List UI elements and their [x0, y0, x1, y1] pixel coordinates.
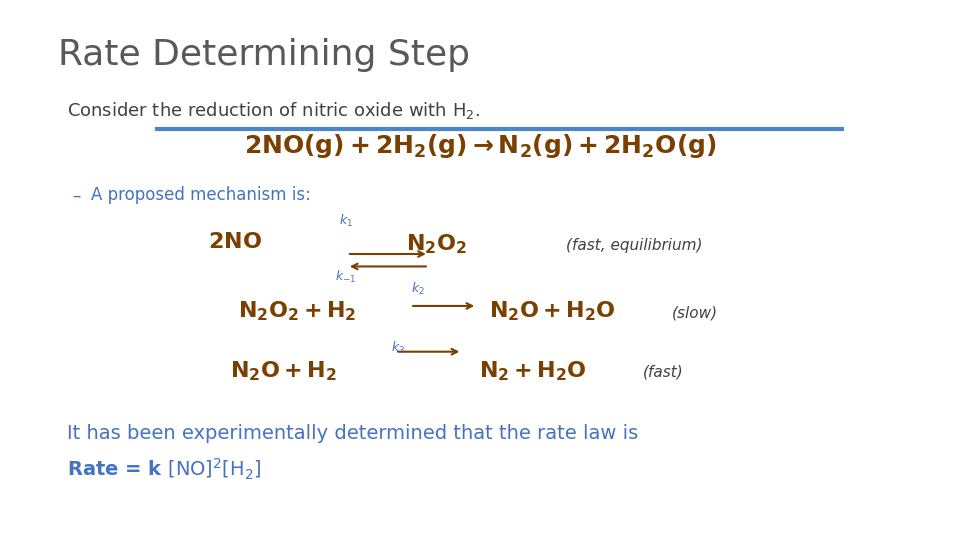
- Text: It has been experimentally determined that the rate law is: It has been experimentally determined th…: [67, 424, 638, 443]
- Text: $\mathbf{N_2O+H_2O}$: $\mathbf{N_2O+H_2O}$: [489, 300, 615, 323]
- Text: $\mathbf{2NO(g)+2H_2(g)\rightarrow N_2(g)+2H_2O(g)}$: $\mathbf{2NO(g)+2H_2(g)\rightarrow N_2(g…: [244, 132, 716, 160]
- Text: (fast): (fast): [643, 364, 684, 380]
- Text: –: –: [72, 186, 81, 204]
- Text: $k_2$: $k_2$: [411, 281, 424, 297]
- Text: (fast, equilibrium): (fast, equilibrium): [566, 238, 703, 253]
- Text: $\mathbf{N_2O_2}$: $\mathbf{N_2O_2}$: [406, 232, 468, 256]
- Text: A proposed mechanism is:: A proposed mechanism is:: [91, 186, 311, 204]
- Text: $\mathbf{2NO}$: $\mathbf{2NO}$: [208, 232, 262, 252]
- Text: (slow): (slow): [672, 305, 718, 320]
- Text: $\mathbf{N_2O_2+H_2}$: $\mathbf{N_2O_2+H_2}$: [238, 300, 357, 323]
- Text: Rate Determining Step: Rate Determining Step: [58, 38, 469, 72]
- Text: $\mathbf{N_2+H_2O}$: $\mathbf{N_2+H_2O}$: [479, 359, 587, 383]
- Text: $k_3$: $k_3$: [392, 340, 405, 356]
- Text: Rate = k $[\mathrm{NO}]^2[\mathrm{H_2}]$: Rate = k $[\mathrm{NO}]^2[\mathrm{H_2}]$: [67, 456, 262, 482]
- Text: $k_{-1}$: $k_{-1}$: [335, 269, 356, 285]
- Text: $k_1$: $k_1$: [339, 213, 352, 230]
- Text: $\mathbf{N_2O+H_2}$: $\mathbf{N_2O+H_2}$: [229, 359, 337, 383]
- Text: Consider the reduction of nitric oxide with H$_2$.: Consider the reduction of nitric oxide w…: [67, 100, 480, 121]
